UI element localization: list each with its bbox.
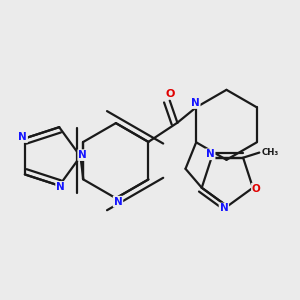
- Text: N: N: [206, 149, 214, 159]
- Text: N: N: [18, 132, 27, 142]
- Text: O: O: [165, 89, 174, 99]
- Text: N: N: [114, 196, 122, 207]
- Text: N: N: [191, 98, 200, 108]
- Text: O: O: [252, 184, 261, 194]
- Text: N: N: [78, 150, 87, 160]
- Text: N: N: [220, 203, 228, 214]
- Text: CH₃: CH₃: [262, 148, 279, 157]
- Text: N: N: [56, 182, 65, 192]
